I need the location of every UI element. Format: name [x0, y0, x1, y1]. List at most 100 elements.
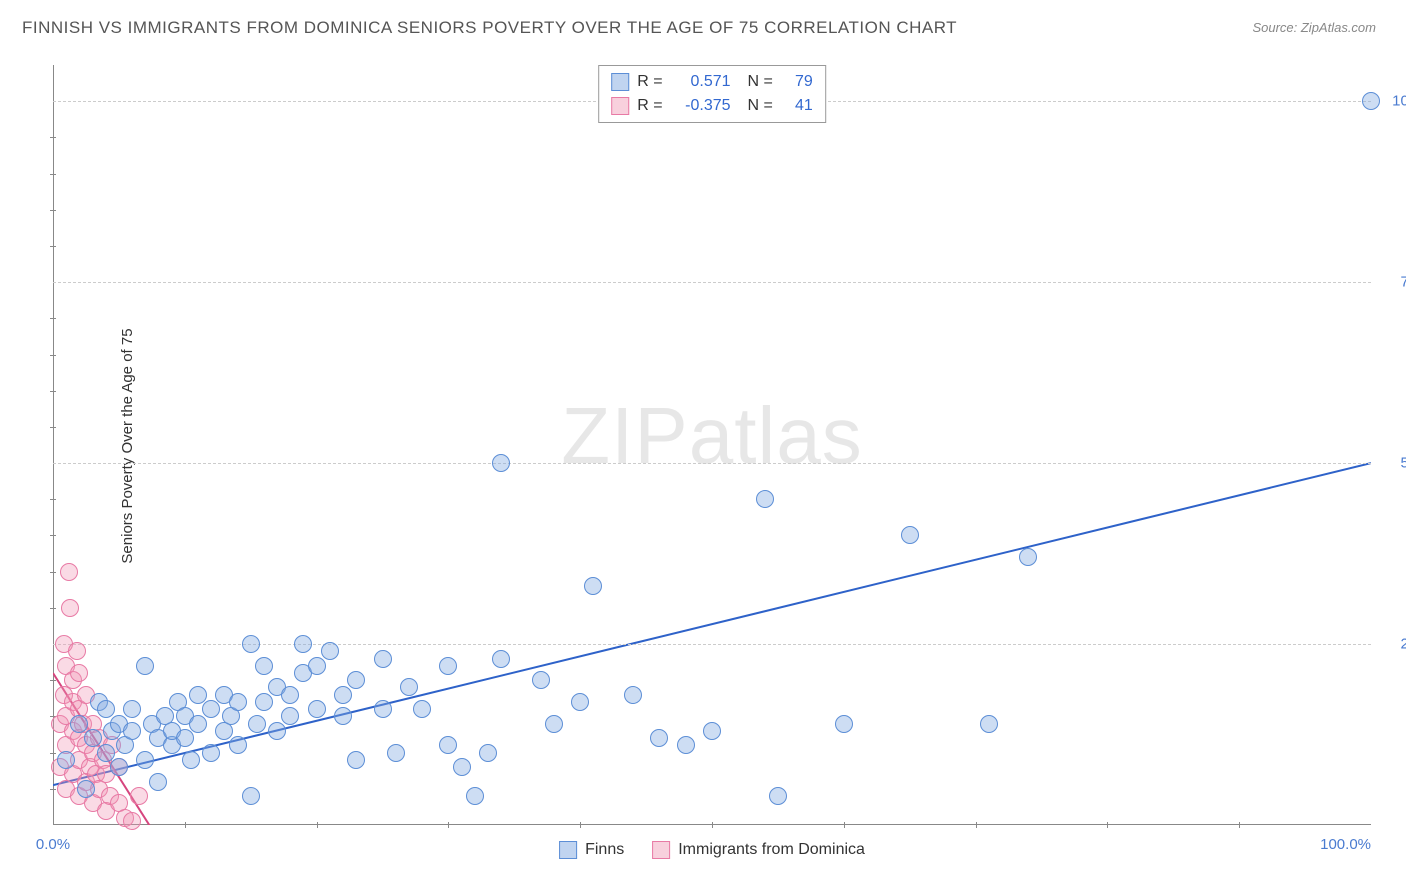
y-tick [50, 535, 56, 536]
scatter-point-blue [281, 686, 299, 704]
scatter-point-blue [123, 722, 141, 740]
scatter-point-blue [479, 744, 497, 762]
scatter-point-blue [229, 693, 247, 711]
scatter-point-blue [248, 715, 266, 733]
scatter-point-blue [650, 729, 668, 747]
legend-label: Immigrants from Dominica [678, 841, 865, 859]
scatter-point-blue [374, 700, 392, 718]
scatter-point-blue [413, 700, 431, 718]
scatter-point-blue [571, 693, 589, 711]
x-tick [317, 822, 318, 828]
y-tick [50, 572, 56, 573]
gridline [53, 463, 1371, 464]
y-tick [50, 246, 56, 247]
y-tick [50, 608, 56, 609]
trend-lines-svg [53, 65, 1371, 825]
scatter-point-blue [901, 526, 919, 544]
y-tick-label: 100.0% [1392, 93, 1406, 110]
scatter-point-blue [439, 657, 457, 675]
legend-row: R =-0.375 N =41 [611, 94, 813, 118]
scatter-point-blue [624, 686, 642, 704]
scatter-point-blue [1362, 92, 1380, 110]
y-tick [50, 137, 56, 138]
scatter-point-blue [492, 650, 510, 668]
scatter-point-blue [255, 657, 273, 675]
n-label: N = [739, 70, 773, 94]
x-tick [1107, 822, 1108, 828]
scatter-point-blue [466, 787, 484, 805]
scatter-point-blue [756, 490, 774, 508]
scatter-point-blue [255, 693, 273, 711]
scatter-point-blue [123, 700, 141, 718]
scatter-point-pink [70, 664, 88, 682]
y-tick-label: 25.0% [1400, 636, 1406, 653]
x-tick-label: 0.0% [36, 836, 70, 853]
scatter-point-blue [980, 715, 998, 733]
n-label: N = [739, 94, 773, 118]
x-tick [448, 822, 449, 828]
scatter-point-blue [308, 700, 326, 718]
legend-row: R = 0.571 N = 79 [611, 70, 813, 94]
scatter-point-blue [347, 671, 365, 689]
scatter-point-blue [136, 751, 154, 769]
watermark-atlas: atlas [689, 391, 863, 480]
scatter-point-pink [60, 563, 78, 581]
r-label: R = [637, 70, 662, 94]
source-label: Source: [1252, 20, 1300, 35]
n-value: 79 [781, 70, 813, 94]
scatter-point-blue [334, 686, 352, 704]
scatter-point-blue [202, 744, 220, 762]
x-tick [712, 822, 713, 828]
legend-swatch [611, 97, 629, 115]
scatter-point-blue [182, 751, 200, 769]
y-tick [50, 391, 56, 392]
y-tick [50, 789, 56, 790]
scatter-point-blue [703, 722, 721, 740]
scatter-point-blue [110, 758, 128, 776]
x-tick-label: 100.0% [1320, 836, 1371, 853]
scatter-point-blue [532, 671, 550, 689]
watermark: ZIPatlas [561, 390, 862, 482]
source-name: ZipAtlas.com [1301, 20, 1376, 35]
scatter-point-blue [294, 635, 312, 653]
scatter-point-blue [202, 700, 220, 718]
r-label: R = [637, 94, 662, 118]
r-value: -0.375 [671, 94, 731, 118]
r-value: 0.571 [671, 70, 731, 94]
y-tick [50, 680, 56, 681]
scatter-point-blue [677, 736, 695, 754]
scatter-point-pink [68, 642, 86, 660]
scatter-point-blue [242, 635, 260, 653]
watermark-zip: ZIP [561, 391, 688, 480]
scatter-point-pink [123, 812, 141, 830]
scatter-point-blue [347, 751, 365, 769]
source-attribution: Source: ZipAtlas.com [1252, 20, 1376, 35]
scatter-point-pink [61, 599, 79, 617]
y-tick-label: 50.0% [1400, 455, 1406, 472]
y-tick [50, 318, 56, 319]
scatter-point-blue [229, 736, 247, 754]
scatter-point-blue [281, 707, 299, 725]
scatter-point-blue [176, 729, 194, 747]
y-tick-label: 75.0% [1400, 274, 1406, 291]
scatter-point-blue [308, 657, 326, 675]
scatter-point-blue [84, 729, 102, 747]
x-tick [185, 822, 186, 828]
x-tick [580, 822, 581, 828]
scatter-point-blue [97, 744, 115, 762]
legend-swatch [652, 841, 670, 859]
gridline [53, 282, 1371, 283]
scatter-point-pink [130, 787, 148, 805]
legend-item: Immigrants from Dominica [652, 841, 865, 859]
scatter-point-blue [545, 715, 563, 733]
scatter-point-blue [439, 736, 457, 754]
scatter-point-blue [492, 454, 510, 472]
scatter-point-blue [1019, 548, 1037, 566]
y-tick [50, 355, 56, 356]
scatter-point-blue [136, 657, 154, 675]
scatter-point-blue [321, 642, 339, 660]
x-tick [1239, 822, 1240, 828]
scatter-point-blue [70, 715, 88, 733]
scatter-point-blue [97, 700, 115, 718]
y-tick [50, 210, 56, 211]
